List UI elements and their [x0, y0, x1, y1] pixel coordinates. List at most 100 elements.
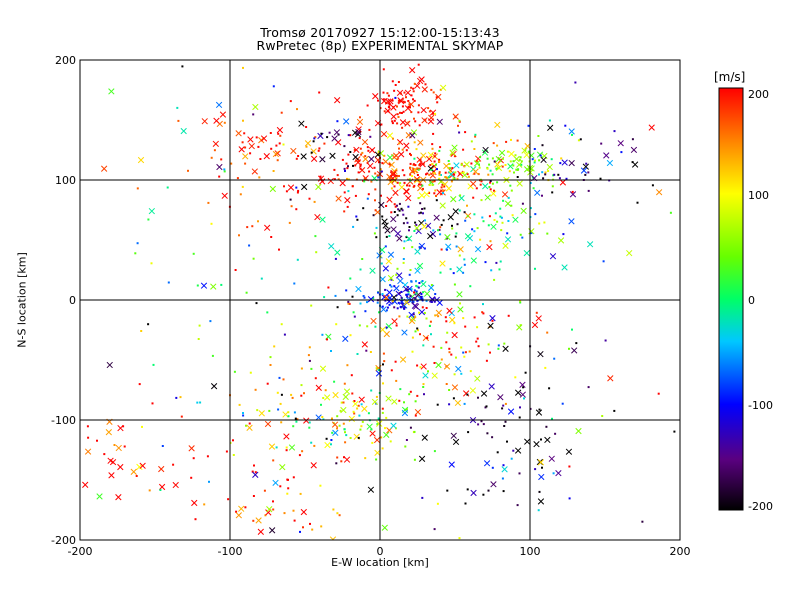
data-point	[409, 106, 411, 109]
data-point	[363, 180, 366, 183]
data-point	[314, 136, 317, 139]
data-point	[338, 424, 341, 427]
data-point	[177, 119, 180, 122]
data-point	[318, 91, 321, 94]
data-point	[252, 257, 255, 260]
data-point	[408, 226, 411, 228]
data-point	[468, 350, 471, 353]
data-point	[417, 168, 420, 171]
data-point	[434, 152, 437, 155]
data-point-cross	[248, 142, 255, 150]
data-point-cross	[435, 309, 443, 316]
data-point	[423, 393, 425, 396]
data-point	[381, 293, 384, 295]
data-point	[410, 94, 413, 97]
data-point-cross	[470, 180, 477, 187]
data-point	[315, 251, 318, 254]
data-point	[441, 183, 444, 186]
data-point-cross	[568, 128, 575, 135]
data-point	[489, 181, 492, 184]
data-point-cross	[391, 318, 398, 325]
data-point-cross	[413, 176, 421, 183]
data-point-cross	[482, 183, 489, 190]
data-point-cross	[524, 438, 531, 445]
data-point	[491, 182, 494, 185]
x-tick-label: -100	[218, 545, 243, 558]
data-point	[310, 367, 313, 370]
data-point	[368, 170, 371, 173]
data-point	[466, 488, 469, 491]
data-point-cross	[571, 347, 578, 354]
data-point	[345, 434, 348, 437]
data-point	[330, 443, 332, 446]
data-point	[435, 163, 437, 166]
data-point	[439, 226, 442, 229]
data-point	[428, 191, 431, 194]
data-point-cross	[507, 408, 515, 415]
data-point	[444, 176, 447, 179]
data-point	[493, 189, 495, 192]
data-point	[409, 173, 412, 176]
data-point	[435, 199, 438, 202]
data-point	[416, 327, 419, 330]
data-point	[385, 309, 388, 312]
data-point	[487, 224, 490, 227]
data-point	[408, 103, 411, 106]
data-point-cross	[535, 315, 542, 322]
data-point	[534, 468, 537, 471]
data-point-cross	[304, 140, 312, 147]
data-point	[336, 174, 339, 177]
data-point	[522, 386, 525, 389]
data-point-cross	[546, 163, 553, 171]
data-point	[527, 150, 530, 153]
data-point	[485, 359, 488, 362]
data-point	[333, 168, 336, 171]
data-point-cross	[370, 317, 377, 325]
data-point	[367, 412, 370, 415]
data-point	[254, 388, 257, 391]
data-point	[279, 134, 282, 137]
data-point	[537, 135, 540, 137]
data-point	[559, 162, 562, 165]
data-point	[418, 212, 421, 215]
data-point	[439, 146, 442, 149]
data-point	[340, 460, 343, 463]
data-point	[371, 441, 374, 444]
data-point	[123, 445, 126, 448]
chart-title: Tromsø 20170927 15:12:00-15:13:43	[260, 25, 500, 40]
data-point	[434, 314, 437, 317]
data-point	[587, 386, 590, 389]
data-point	[372, 214, 375, 217]
data-point-cross	[385, 258, 392, 265]
data-point	[442, 189, 445, 192]
data-point-cross	[387, 251, 395, 258]
data-point	[396, 204, 398, 207]
data-point	[409, 162, 412, 165]
data-point	[551, 185, 554, 188]
data-point-cross	[403, 188, 410, 195]
data-point-cross	[342, 335, 349, 342]
data-point-cross	[201, 118, 208, 125]
data-point	[242, 412, 244, 414]
data-point	[479, 183, 482, 186]
data-point	[349, 334, 352, 337]
data-point	[599, 177, 602, 180]
data-point	[464, 502, 467, 505]
data-point	[380, 262, 383, 265]
data-point	[438, 171, 441, 174]
data-point	[390, 278, 393, 281]
data-point	[296, 108, 298, 111]
data-point	[577, 139, 580, 142]
data-point-cross	[538, 473, 545, 481]
data-point	[364, 155, 367, 158]
data-point-cross	[568, 218, 575, 225]
data-point-cross	[394, 230, 402, 237]
data-point-cross	[416, 262, 424, 270]
data-point-cross	[440, 84, 447, 91]
data-point	[514, 376, 517, 379]
data-point	[295, 186, 298, 189]
data-point	[541, 144, 544, 147]
data-point	[254, 471, 257, 474]
data-point	[419, 202, 422, 205]
data-point	[571, 133, 573, 136]
